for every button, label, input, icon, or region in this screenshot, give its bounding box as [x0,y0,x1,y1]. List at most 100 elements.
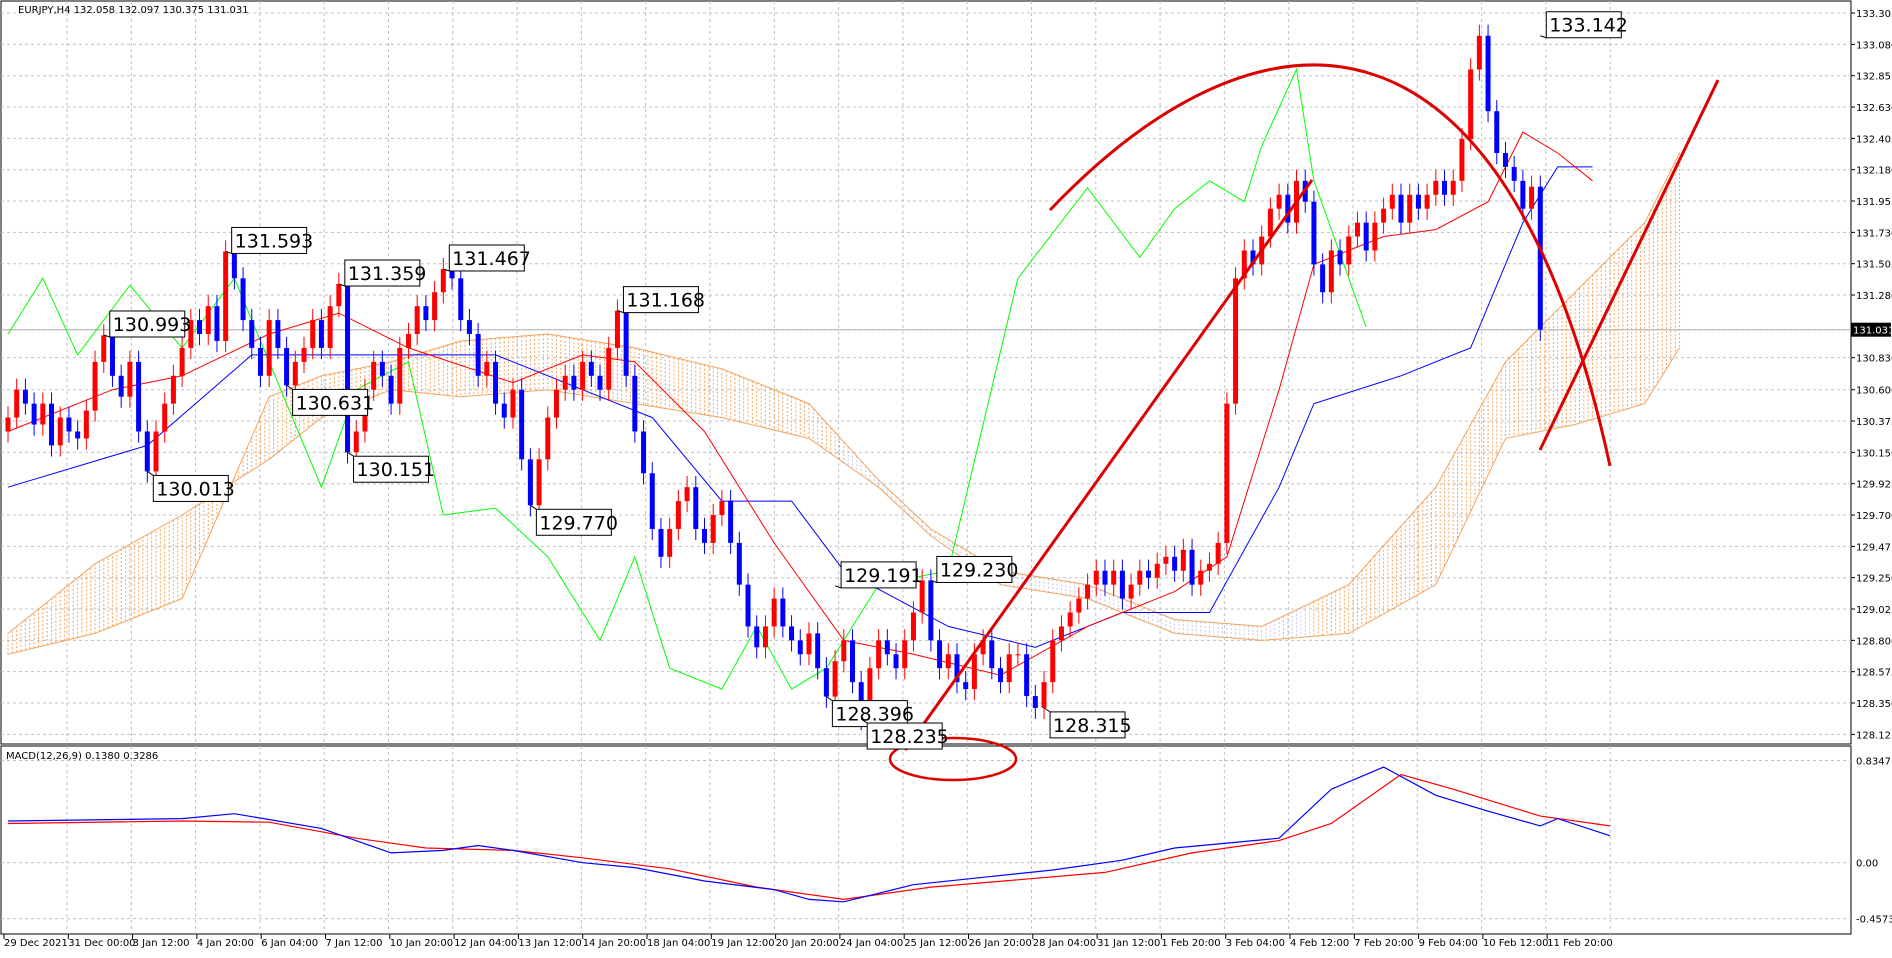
candle-body [789,626,795,641]
time-tick-label: 10 Jan 20:00 [390,938,453,949]
price-label-text: 130.151 [357,459,436,481]
candle-body [963,682,969,690]
price-tick-label: 128.125 [1856,730,1892,741]
price-tick-label: 131.955 [1856,197,1892,208]
candle-body [867,668,873,720]
price-label-box [535,508,612,536]
candle-body [1320,264,1326,293]
candle-body [1093,570,1099,585]
time-tick-label: 29 Dec 2021 [4,938,68,949]
time-tick-label: 4 Jan 20:00 [197,938,254,949]
candle-body [519,389,525,460]
candle-body [466,320,472,335]
candle-body [980,640,986,655]
candle-body [1154,563,1160,578]
price-label-box [840,561,917,589]
candle-body [231,251,237,279]
candle-body [998,668,1004,683]
label-leader [860,718,868,724]
candle-body [1372,222,1378,251]
candle-body [31,403,37,425]
candle-body [371,361,377,390]
candle-body [623,310,629,376]
candle-body [1076,598,1082,613]
candle-body [414,306,420,335]
label-leader [286,384,293,390]
candle-body [1450,180,1456,195]
price-label-box [866,722,943,750]
candle-body [1172,556,1178,571]
candle-body [553,389,559,418]
candle-body [1398,194,1404,223]
candle-body [275,320,281,348]
current-price-tag [1851,322,1891,337]
candle-body [83,410,89,439]
candle-body [762,626,768,648]
candle-body [136,361,142,432]
candle-body [1354,222,1360,237]
candle-body [1311,201,1317,265]
candle-body [1381,208,1387,223]
candle-body [841,640,847,662]
candle-body [345,284,351,453]
time-tick-label: 10 Feb 12:00 [1483,938,1549,949]
candle-body [1111,570,1117,585]
candle-body [1537,186,1543,330]
price-label-text: 128.315 [1053,715,1132,737]
candle-body [1102,570,1108,585]
price-tick-label: 128.350 [1856,699,1892,710]
candle-body [66,417,72,432]
price-label-box [936,555,1013,583]
candle-body [1137,570,1143,585]
candle-body [144,431,150,472]
candle-body [379,361,385,376]
candle-body [1389,194,1395,209]
candle-body [641,431,647,474]
time-tick-label: 7 Feb 20:00 [1354,938,1413,949]
candle-body [989,640,995,669]
candle-body [1198,570,1204,585]
candle-body [1024,654,1030,697]
time-tick-label: 20 Jan 20:00 [776,938,839,949]
label-leader [1540,35,1547,39]
price-tick-label: 129.700 [1856,511,1892,522]
candle-body [153,431,159,472]
macd-signal-line [7,773,1610,901]
price-label-text: 131.467 [452,248,531,270]
candle-body [1424,194,1430,209]
label-leader [530,504,537,510]
price-tick-label: 131.505 [1856,260,1892,271]
candle-body [205,306,211,335]
time-tick-label: 25 Jan 12:00 [904,938,967,949]
candle-body [284,347,290,386]
candle-body [40,403,46,425]
macd-tick-label: 0.8347 [1856,756,1891,767]
candle-body [945,654,951,669]
price-tick-label: 132.405 [1856,134,1892,145]
price-label-box [344,259,421,287]
indicator-lines [7,67,1681,690]
senkou-span-b [7,347,1681,641]
candle-body [1511,166,1517,181]
price-label-box [622,286,699,314]
price-tick-label: 133.305 [1856,9,1892,20]
candle-body [1015,654,1021,656]
price-label-text: 130.013 [156,478,235,500]
candle-body [580,361,586,390]
candle-body [1189,549,1195,585]
candle-body [1206,563,1212,571]
time-tick-label: 14 Jan 20:00 [583,938,646,949]
candle-body [893,654,899,669]
candle-body [937,640,943,669]
candle-body [527,459,533,506]
candle-body [1520,180,1526,209]
candle-body [1085,584,1091,599]
candle-body [75,431,81,439]
symbol-header: EURJPY,H4 132.058 132.097 130.375 131.03… [18,5,249,16]
candle-body [658,528,664,557]
price-tick-label: 130.600 [1856,386,1892,397]
macd-lines [7,766,1611,903]
candle-body [214,306,220,341]
kijun-line [7,166,1593,648]
